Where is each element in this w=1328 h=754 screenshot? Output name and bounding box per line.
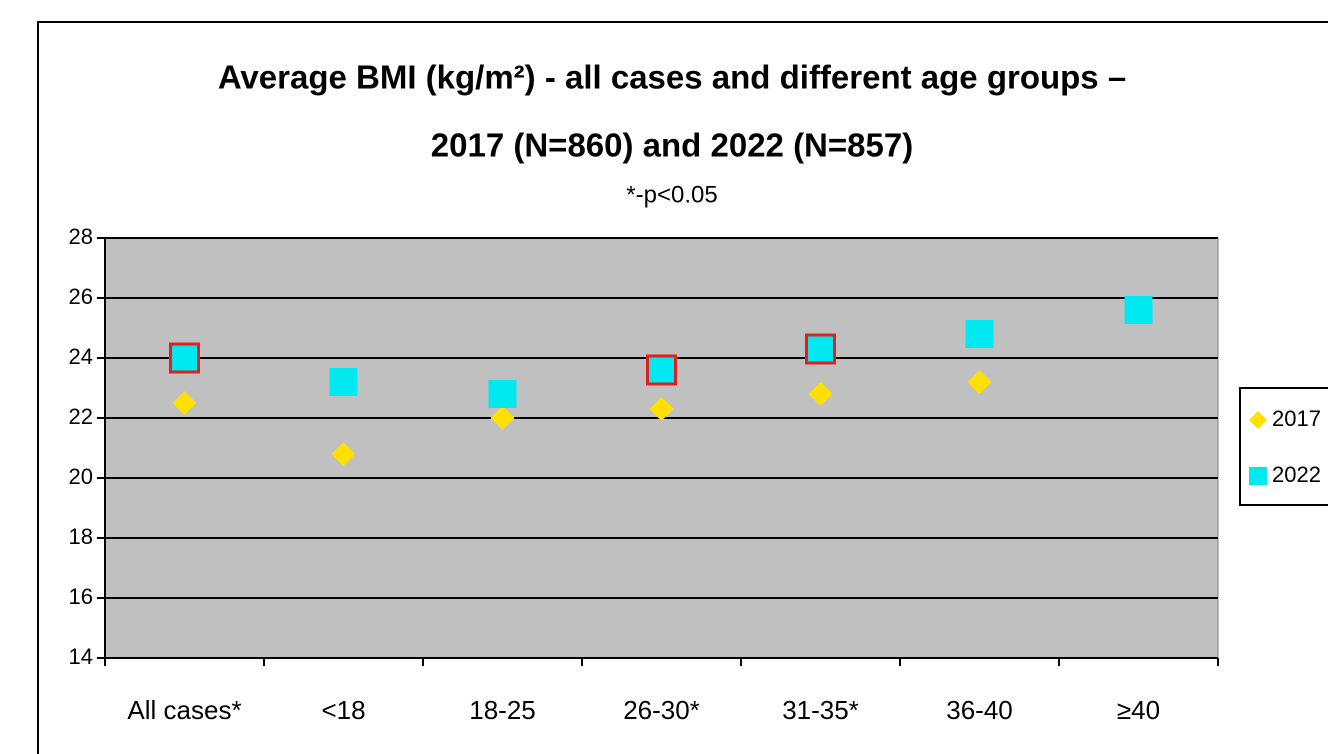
point [805,333,836,365]
y-tick-label: 18 [69,524,93,549]
y-tick-label: 16 [69,584,93,609]
y-tick-label: 14 [69,644,93,669]
legend-marker [1249,411,1267,429]
chart-title: Average BMI (kg/m²) - all cases and diff… [218,59,1126,96]
chart-subtitle: *-p<0.05 [626,181,717,208]
y-tick-label: 28 [69,224,93,249]
point [331,442,356,466]
chart-title: 2017 (N=860) and 2022 (N=857) [431,127,913,164]
legend-label: 2017 [1272,406,1321,431]
point [488,380,517,408]
legend-box [1239,387,1328,506]
point [965,320,994,348]
x-tick-label: 36-40 [946,695,1013,725]
point [808,382,833,406]
point [649,397,674,421]
point [169,342,200,374]
point [967,370,992,394]
x-tick-label: 18-25 [469,695,536,725]
point [490,406,515,430]
x-tick-label: 26-30* [623,695,700,725]
x-tick-label: All cases* [127,695,241,725]
y-tick-label: 20 [69,464,93,489]
point [1124,296,1153,324]
x-tick-label: ≥40 [1117,695,1160,725]
x-tick-label: 31-35* [782,695,859,725]
x-tick-label: <18 [321,695,365,725]
point [172,391,197,415]
y-tick-label: 26 [69,284,93,309]
y-tick-label: 22 [69,404,93,429]
point [646,354,677,386]
legend-marker [1249,467,1267,485]
point [329,368,358,396]
y-tick-label: 24 [69,344,93,369]
legend-label: 2022 [1272,462,1321,487]
plot-area [104,237,1219,659]
